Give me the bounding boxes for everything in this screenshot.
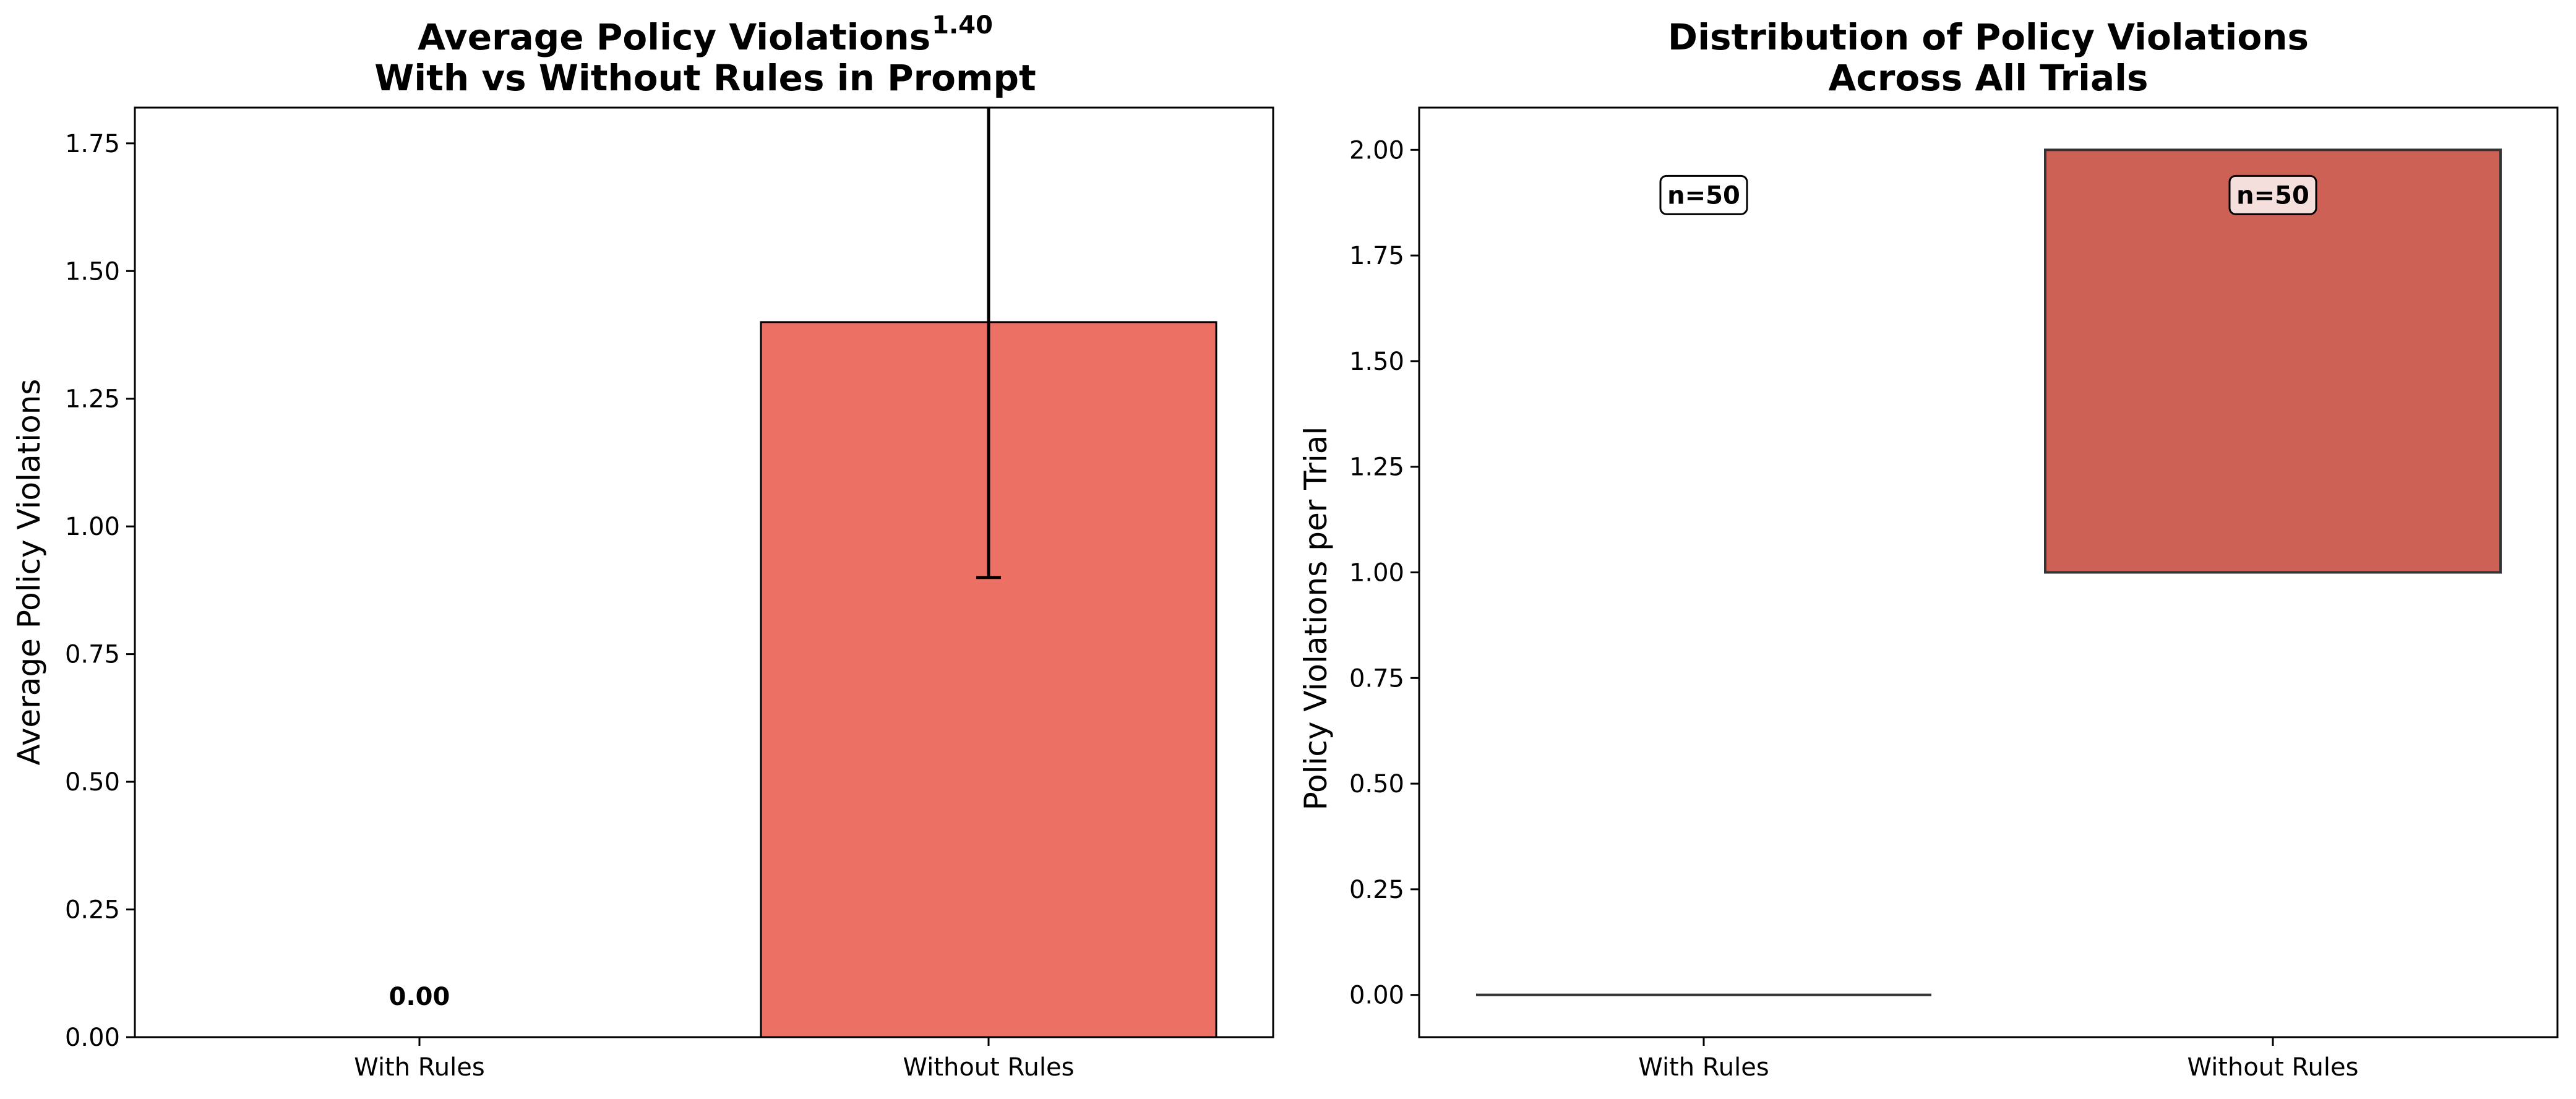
left-y-tick-label: 0.00 xyxy=(65,1024,120,1052)
left-title-line-1: Average Policy Violations xyxy=(418,16,930,58)
right-y-tick-label: 0.50 xyxy=(1349,770,1404,798)
without-rules-data-label: 1.40 xyxy=(932,11,993,40)
right-y-tick-label: 1.50 xyxy=(1349,348,1404,376)
left-y-tick-label: 0.75 xyxy=(65,641,120,669)
left-y-tick-label: 1.25 xyxy=(65,385,120,414)
right-y-tick-label: 0.00 xyxy=(1349,981,1404,1010)
right-y-tick-label: 2.00 xyxy=(1349,136,1404,165)
left-chart-title-line-1: Average Policy Violations1.40 xyxy=(418,11,993,58)
left-x-tick-label: Without Rules xyxy=(903,1053,1075,1082)
right-y-tick-label: 1.75 xyxy=(1349,242,1404,270)
right-chart-title-line-2: Across All Trials xyxy=(1828,57,2148,99)
left-y-tick-label: 1.75 xyxy=(65,130,120,158)
left-axes-frame xyxy=(134,106,1274,1038)
n-label-without-rules: n=50 xyxy=(2236,181,2309,210)
left-y-axis-label: Average Policy Violations xyxy=(11,379,47,766)
right-x-tick-label: Without Rules xyxy=(2187,1053,2359,1082)
box-without-rules xyxy=(2044,148,2502,574)
right-y-tick-label: 1.25 xyxy=(1349,453,1404,482)
left-y-tick-label: 1.50 xyxy=(65,257,120,286)
right-plot-area: 0.00 0.25 0.50 0.75 1.00 1.25 1.50 1.75 2.00 With… xyxy=(1349,106,2559,1082)
left-chart-title-line-2: With vs Without Rules in Prompt xyxy=(374,57,1036,99)
left-y-tick-label: 0.50 xyxy=(65,768,120,797)
left-chart: Average Policy Violations1.40 With vs Wi… xyxy=(11,11,1274,1082)
left-y-tick-label: 1.00 xyxy=(65,513,120,541)
right-y-tick-label: 1.00 xyxy=(1349,559,1404,588)
n-label-box-without-rules xyxy=(2228,174,2317,215)
right-y-tick-label: 0.25 xyxy=(1349,876,1404,904)
left-plot-area: 0.00 0.25 0.50 0.75 1.00 1.25 1.50 1.75 With Rul… xyxy=(65,106,1274,1082)
right-chart-title-line-1: Distribution of Policy Violations xyxy=(1668,16,2309,58)
with-rules-data-label: 0.00 xyxy=(389,983,450,1011)
right-chart: Distribution of Policy Violations Across… xyxy=(1298,16,2559,1082)
right-y-tick-label: 0.75 xyxy=(1349,664,1404,693)
right-x-tick-label: With Rules xyxy=(1638,1053,1769,1082)
right-y-axis-label: Policy Violations per Trial xyxy=(1298,427,1334,811)
n-label-box-with-rules xyxy=(1659,174,1748,215)
left-x-tick-label: With Rules xyxy=(354,1053,484,1082)
left-y-tick-label: 0.25 xyxy=(65,896,120,925)
n-label-with-rules: n=50 xyxy=(1667,181,1740,210)
